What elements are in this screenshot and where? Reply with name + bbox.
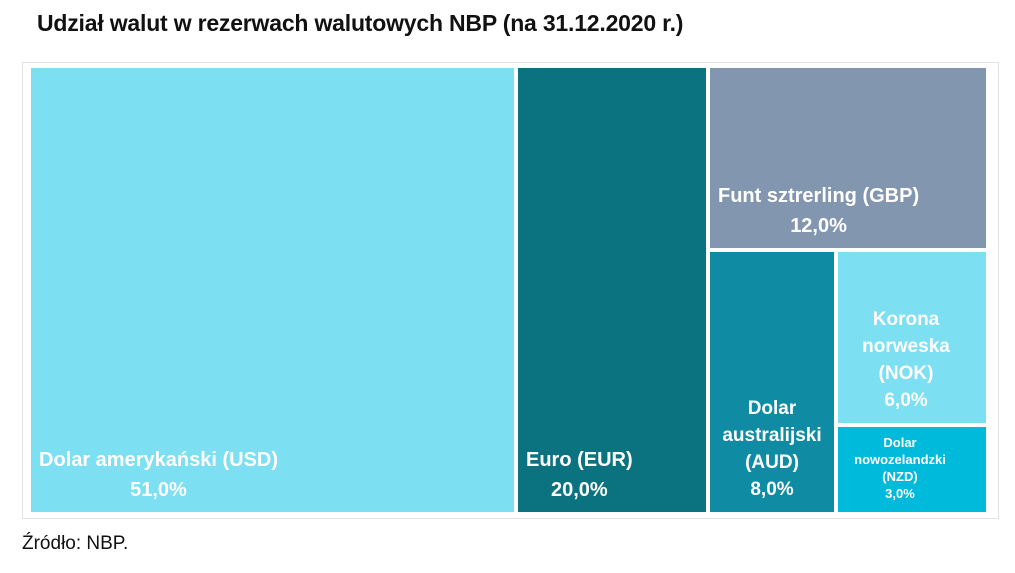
cell-currency-value: 12,0% [790,215,847,237]
cell-currency-value: 8,0% [750,479,794,500]
cell-currency-value: 3,0% [885,486,915,501]
treemap-cell-nok: Korona norweska (NOK) 6,0% [838,252,986,423]
cell-currency-name: Euro (EUR) [526,449,633,471]
source-note: Źródło: NBP. [22,533,129,554]
cell-currency-value: 6,0% [884,390,928,411]
chart-title: Udział walut w rezerwach walutowych NBP … [37,10,684,36]
cell-currency-name: Dolar amerykański (USD) [39,449,278,471]
cell-label-nzd: Dolar nowozelandzki (NZD) 3,0% [846,434,954,502]
treemap-cell-gbp: Funt sztrerling (GBP) 12,0% [710,68,986,248]
cell-currency-name: Funt sztrerling (GBP) [718,185,920,207]
treemap-cell-usd: Dolar amerykański (USD) 51,0% [31,68,514,512]
cell-label-nok: Korona norweska (NOK) 6,0% [846,306,966,414]
treemap-cell-aud: Dolar australijski (AUD) 8,0% [710,252,834,512]
cell-currency-value: 51,0% [130,479,187,501]
cell-currency-value: 20,0% [550,479,608,501]
cell-label-gbp: Funt sztrerling (GBP) 12,0% [718,181,919,241]
treemap-cell-eur: Euro (EUR) 20,0% [518,68,706,512]
cell-label-aud: Dolar australijski (AUD) 8,0% [718,395,826,503]
treemap-cell-nzd: Dolar nowozelandzki (NZD) 3,0% [838,427,986,512]
cell-label-eur: Euro (EUR) 20,0% [526,445,633,505]
cell-currency-name: Dolar nowozelandzki (NZD) [854,435,946,484]
cell-currency-name: Korona norweska (NOK) [862,309,950,384]
cell-currency-name: Dolar australijski (AUD) [722,398,822,473]
treemap-chart: Dolar amerykański (USD) 51,0% Euro (EUR)… [22,62,999,519]
cell-label-usd: Dolar amerykański (USD) 51,0% [39,445,278,505]
